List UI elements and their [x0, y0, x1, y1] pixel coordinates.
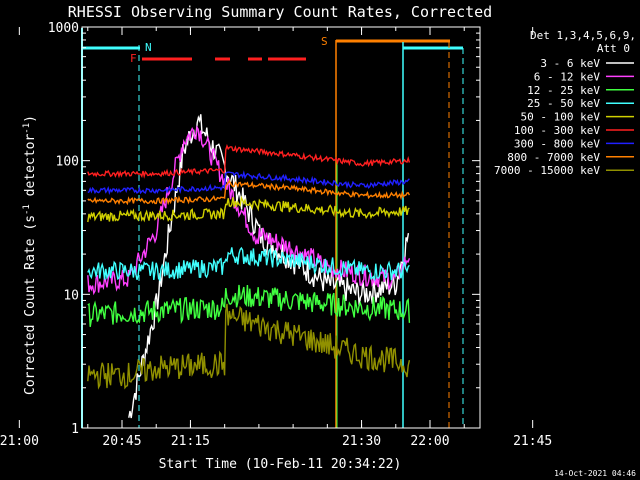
y-axis-label-mid: detector: [23, 134, 38, 205]
y-tick-label: 100: [56, 155, 79, 170]
series-line: [87, 179, 411, 206]
flag-f-label: F: [130, 52, 137, 65]
y-tick-label: 10: [63, 288, 79, 303]
x-tick-label: 22:00: [410, 434, 449, 449]
y-axis-label-end: ): [23, 115, 38, 123]
y-axis-label-sup1: -1: [22, 204, 32, 215]
x-tick-label: 20:45: [102, 434, 141, 449]
y-tick-label: 1000: [48, 21, 79, 36]
legend-entry-label: 100 - 300 keV: [514, 124, 600, 137]
series-line: [128, 114, 410, 419]
legend-header-attenuator: Att 0: [597, 42, 630, 55]
x-tick-label: 21:45: [513, 434, 552, 449]
legend-entry-label: 3 - 6 keV: [540, 57, 600, 70]
legend-entry-label: 6 - 12 keV: [534, 70, 601, 83]
y-axis-label-sup2: -1: [22, 123, 32, 134]
x-tick-label: 21:30: [342, 434, 381, 449]
footer-date: 14-Oct-2021 04:46: [554, 469, 636, 478]
y-tick-label: 1: [71, 422, 79, 437]
series-line: [87, 170, 410, 195]
series-line: [87, 195, 410, 223]
x-tick-label: 21:00: [0, 434, 39, 449]
series-line: [87, 125, 411, 296]
chart-title: RHESSI Observing Summary Count Rates, Co…: [68, 3, 492, 21]
series-line: [87, 284, 411, 328]
axes-layer: 1 10 100 1000 20:45 21:00 21:15 21:30 21:45 22:00: [0, 21, 552, 449]
legend-entry-label: 7000 - 15000 keV: [494, 164, 600, 177]
x-axis-label: Start Time (10-Feb-11 20:34:22): [159, 457, 402, 472]
x-tick-label: 21:15: [171, 434, 210, 449]
legend-entry-label: 50 - 100 keV: [521, 111, 601, 124]
series-line: [87, 246, 410, 282]
series-line: [87, 303, 411, 390]
legend-entry-label: 800 - 7000 keV: [507, 151, 600, 164]
y-axis-label-main: Corrected Count Rate (s: [23, 215, 38, 395]
plot-frame: [81, 26, 481, 429]
series-layer: [87, 114, 411, 419]
flag-n-label: N: [145, 41, 152, 54]
legend-entry-label: 25 - 50 keV: [527, 97, 600, 110]
legend-entry-label: 12 - 25 keV: [527, 84, 600, 97]
legend-entry-label: 300 - 800 keV: [514, 137, 600, 150]
y-axis-label: Corrected Count Rate (s-1 detector-1): [22, 115, 38, 395]
flag-s-label: S: [321, 35, 328, 48]
series-line: [87, 144, 411, 179]
legend-header-detectors: Det 1,3,4,5,6,9,: [530, 29, 636, 42]
